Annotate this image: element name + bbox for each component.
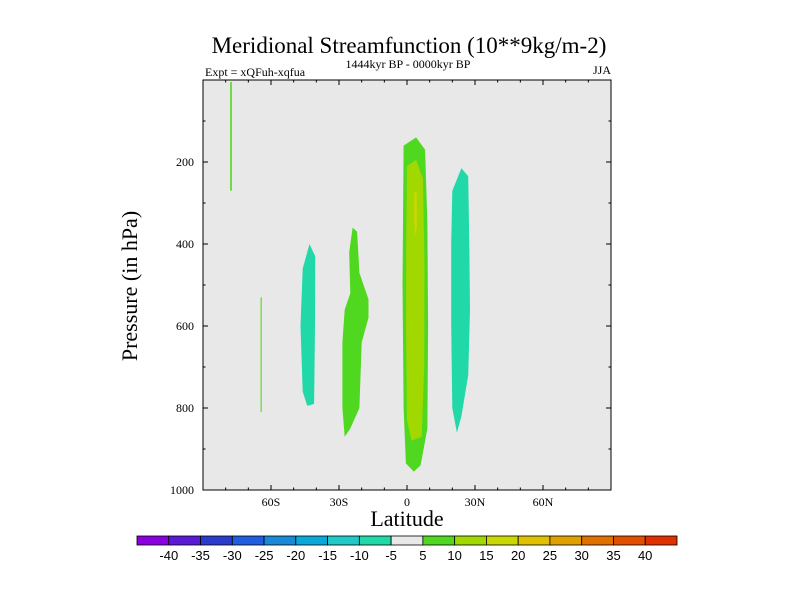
- colorbar-label: 25: [543, 548, 557, 563]
- colorbar-label: -40: [159, 548, 178, 563]
- chart-title: Meridional Streamfunction (10**9kg/m-2): [212, 33, 607, 58]
- colorbar-box-15: [581, 535, 614, 546]
- y-axis-label: Pressure (in hPa): [117, 211, 142, 361]
- colorbar-box-1: [136, 535, 170, 546]
- y-tick-label: 1000: [170, 483, 194, 497]
- contour-region-1: [230, 82, 232, 191]
- colorbar-box-3: [200, 535, 233, 546]
- colorbar-box-8: [358, 535, 392, 546]
- colorbar-label: 35: [606, 548, 620, 563]
- contour-region-8: [451, 168, 470, 433]
- colorbar-box-2: [168, 535, 201, 546]
- y-tick-label: 400: [176, 237, 194, 251]
- colorbar-box-10: [422, 535, 456, 546]
- period-label: 1444kyr BP - 0000kyr BP: [346, 57, 471, 71]
- colorbar-box-12: [486, 535, 519, 546]
- colorbar-box-5: [263, 535, 297, 546]
- axis-ticks: 60S 30S 0 30N 60N 200 400 600 800 1000: [170, 80, 611, 509]
- y-tick-label: 200: [176, 155, 194, 169]
- colorbar-label: 40: [638, 548, 652, 563]
- colorbar-box-6: [295, 535, 328, 546]
- colorbar-box-4: [231, 535, 265, 546]
- x-axis-label: Latitude: [370, 506, 443, 531]
- colorbar-label: -5: [385, 548, 397, 563]
- colorbar-label: -10: [350, 548, 369, 563]
- colorbar-label: 20: [511, 548, 525, 563]
- colorbar-box-11: [454, 535, 487, 546]
- colorbar-box-7: [327, 535, 360, 546]
- colorbar-label: 5: [419, 548, 426, 563]
- contour-regions: [230, 82, 470, 472]
- colorbar-label: -25: [255, 548, 274, 563]
- colorbar-box-14: [549, 535, 583, 546]
- contour-region-2: [260, 297, 262, 413]
- colorbar-label: 30: [574, 548, 588, 563]
- contour-region-6: [406, 159, 425, 441]
- colorbar: -40 -35 -30 -25 -20 -15 -10 -5 5 10 15 20 25 30 35 40: [136, 535, 678, 563]
- colorbar-label: -20: [286, 548, 305, 563]
- colorbar-label: -35: [191, 548, 210, 563]
- x-tick-label: 30N: [465, 495, 486, 509]
- x-tick-label: 60S: [262, 495, 281, 509]
- x-tick-label: 60N: [533, 495, 554, 509]
- colorbar-label: -15: [318, 548, 337, 563]
- colorbar-label: -30: [223, 548, 242, 563]
- y-tick-label: 600: [176, 319, 194, 333]
- expt-label: Expt = xQFuh-xqfua: [205, 65, 306, 79]
- colorbar-label: 15: [479, 548, 493, 563]
- colorbar-label: 10: [447, 548, 461, 563]
- colorbar-box-17: [644, 535, 678, 546]
- contour-region-3: [300, 244, 316, 406]
- y-tick-label: 800: [176, 401, 194, 415]
- colorbar-box-13: [517, 535, 551, 546]
- colorbar-box-16: [613, 535, 646, 546]
- contour-region-4: [342, 227, 369, 437]
- x-tick-label: 30S: [330, 495, 349, 509]
- contour-region-7: [414, 190, 417, 236]
- x-tick-label: 0: [404, 495, 410, 509]
- colorbar-box-9: [390, 535, 424, 546]
- season-label: JJA: [593, 63, 611, 77]
